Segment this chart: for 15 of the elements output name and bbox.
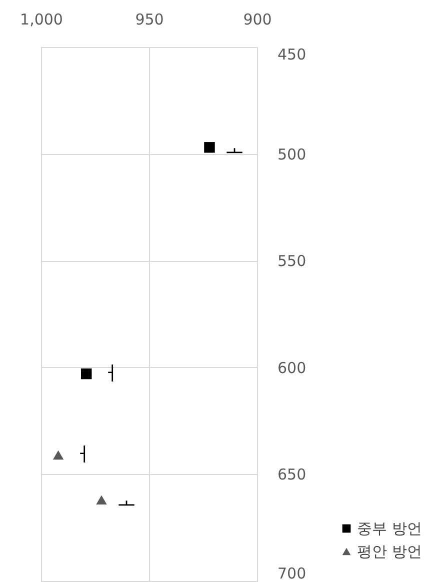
- y-tick-label: 650: [278, 466, 306, 484]
- legend-label: 평안 방언: [357, 542, 422, 560]
- y-tick-label: 550: [278, 252, 306, 270]
- y-tick-label: 450: [278, 46, 306, 64]
- y-tick-label: 500: [278, 145, 306, 164]
- x-tick-label: 900: [243, 10, 272, 28]
- annotation: ㅗ: [224, 134, 244, 158]
- x-tick-label: 1,000: [20, 10, 63, 28]
- annotation: ㅓ: [101, 360, 122, 385]
- legend-label: 중부 방언: [357, 520, 422, 538]
- y-tick-label: 700: [278, 564, 306, 582]
- annotation: ㅓ: [73, 442, 94, 466]
- y-tick-label: 600: [278, 358, 306, 377]
- x-tick-label: 950: [135, 10, 164, 28]
- annotation: ㅗ: [116, 486, 136, 511]
